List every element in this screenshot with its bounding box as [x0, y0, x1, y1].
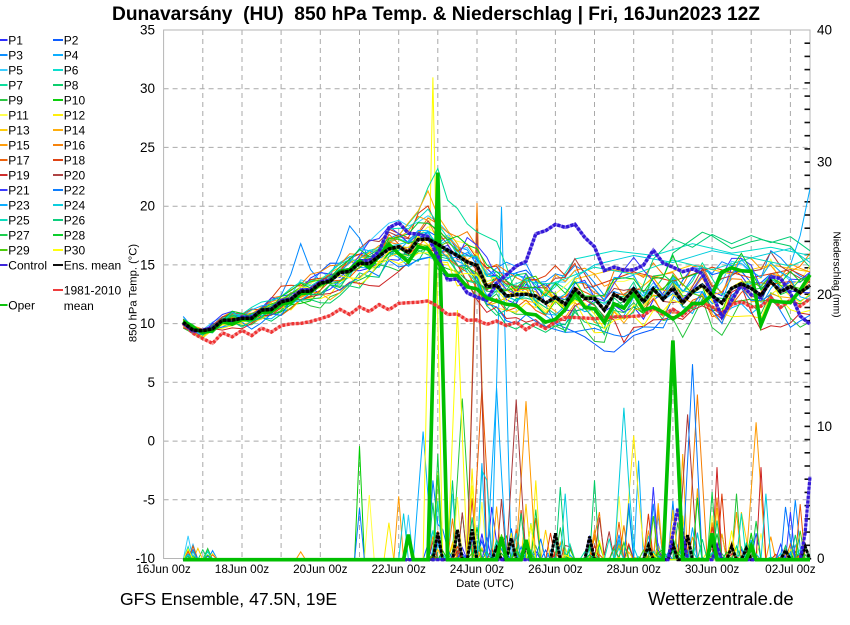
svg-text:20Jun 00z: 20Jun 00z — [293, 562, 348, 576]
svg-text:20: 20 — [817, 287, 832, 302]
svg-text:P19: P19 — [8, 168, 30, 182]
svg-text:Date (UTC): Date (UTC) — [456, 578, 514, 590]
svg-text:35: 35 — [140, 23, 155, 38]
svg-text:18Jun 00z: 18Jun 00z — [215, 562, 270, 576]
svg-text:P11: P11 — [8, 108, 29, 122]
svg-text:1981-2010: 1981-2010 — [64, 283, 122, 297]
svg-text:22Jun 00z: 22Jun 00z — [371, 562, 426, 576]
svg-text:P10: P10 — [64, 93, 86, 107]
svg-text:Ens. mean: Ens. mean — [64, 258, 121, 272]
svg-text:P29: P29 — [8, 243, 30, 257]
svg-text:16Jun 00z: 16Jun 00z — [136, 562, 191, 576]
svg-text:P8: P8 — [64, 78, 79, 92]
svg-text:15: 15 — [140, 257, 155, 272]
svg-text:P21: P21 — [8, 183, 30, 197]
svg-text:P27: P27 — [8, 228, 30, 242]
svg-text:10: 10 — [817, 419, 832, 434]
svg-text:P5: P5 — [8, 63, 23, 77]
svg-text:30: 30 — [817, 155, 832, 170]
svg-text:24Jun 00z: 24Jun 00z — [450, 562, 505, 576]
svg-text:26Jun 00z: 26Jun 00z — [528, 562, 583, 576]
svg-text:P14: P14 — [64, 123, 86, 137]
svg-text:Oper: Oper — [8, 298, 35, 312]
svg-text:P6: P6 — [64, 63, 79, 77]
svg-text:20: 20 — [140, 199, 155, 214]
svg-text:25: 25 — [140, 140, 155, 155]
svg-text:0: 0 — [817, 551, 825, 566]
svg-text:P3: P3 — [8, 48, 23, 62]
svg-text:P12: P12 — [64, 108, 86, 122]
svg-text:P18: P18 — [64, 153, 86, 167]
svg-text:-5: -5 — [143, 492, 155, 507]
svg-text:P30: P30 — [64, 243, 86, 257]
svg-text:40: 40 — [817, 23, 832, 38]
svg-text:Dunavarsány (HU) 850 hPa Tem: Dunavarsány (HU) 850 hPa Temp. & Nieders… — [112, 4, 760, 25]
svg-text:0: 0 — [147, 434, 155, 449]
svg-text:P1: P1 — [8, 33, 23, 47]
svg-text:-10: -10 — [135, 551, 155, 566]
svg-text:Niederschlag (mm): Niederschlag (mm) — [831, 231, 842, 317]
svg-text:P17: P17 — [8, 153, 30, 167]
svg-text:P25: P25 — [8, 213, 30, 227]
svg-text:GFS Ensemble, 47.5N, 19E: GFS Ensemble, 47.5N, 19E — [120, 589, 337, 609]
svg-text:P16: P16 — [64, 138, 86, 152]
svg-text:P15: P15 — [8, 138, 30, 152]
svg-text:30Jun 00z: 30Jun 00z — [685, 562, 740, 576]
svg-text:10: 10 — [140, 316, 155, 331]
svg-text:02Jul 00z: 02Jul 00z — [765, 562, 816, 576]
svg-text:mean: mean — [64, 299, 94, 313]
svg-text:P24: P24 — [64, 198, 86, 212]
svg-text:Wetterzentrale.de: Wetterzentrale.de — [648, 588, 794, 609]
svg-text:P9: P9 — [8, 93, 23, 107]
svg-text:P26: P26 — [64, 213, 86, 227]
svg-text:850 hPa Temp. (°C): 850 hPa Temp. (°C) — [128, 244, 140, 342]
svg-text:P23: P23 — [8, 198, 30, 212]
svg-text:P13: P13 — [8, 123, 30, 137]
svg-text:Control: Control — [8, 258, 47, 272]
svg-text:30: 30 — [140, 81, 155, 96]
svg-text:P22: P22 — [64, 183, 86, 197]
svg-text:5: 5 — [147, 375, 155, 390]
svg-text:P20: P20 — [64, 168, 86, 182]
svg-text:P2: P2 — [64, 33, 79, 47]
svg-text:P28: P28 — [64, 228, 86, 242]
svg-text:P7: P7 — [8, 78, 23, 92]
svg-text:28Jun 00z: 28Jun 00z — [606, 562, 661, 576]
svg-text:P4: P4 — [64, 48, 79, 62]
